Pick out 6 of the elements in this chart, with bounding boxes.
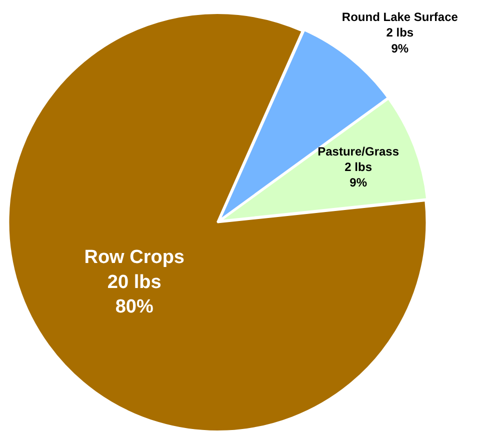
slice-label: Pasture/Grass [318, 144, 400, 159]
data-label: 2 lbs 9% [386, 26, 414, 56]
data-label: 20 lbs 80% [107, 272, 162, 318]
data-label: 2 lbs 9% [344, 160, 372, 190]
slice-label: Row Crops [84, 247, 185, 268]
slice-label: Round Lake Surface [342, 10, 458, 24]
